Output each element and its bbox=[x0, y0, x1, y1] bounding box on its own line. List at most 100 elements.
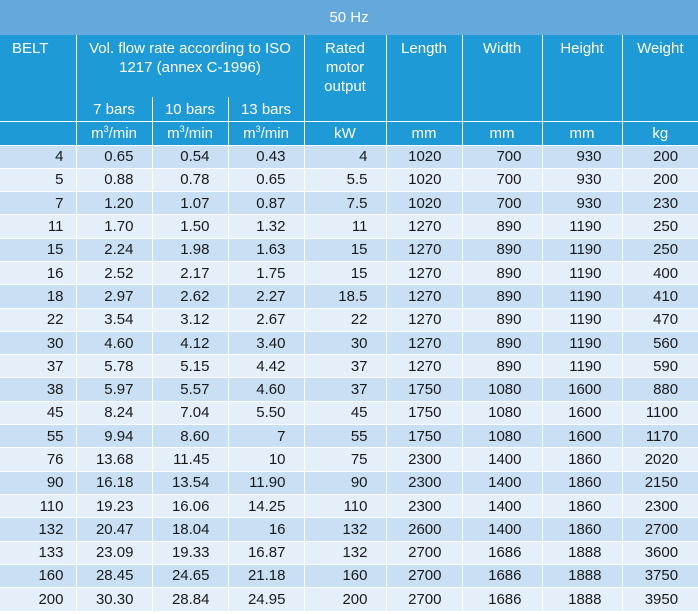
cell-height: 1190 bbox=[541, 354, 622, 378]
cell-flow-13: 1.63 bbox=[227, 237, 304, 262]
cell-height: 1600 bbox=[541, 424, 622, 448]
cell-length: 2300 bbox=[385, 447, 462, 472]
cell-belt: 18 bbox=[0, 284, 76, 309]
cell-rated-output: 4 bbox=[303, 144, 386, 169]
cell-width: 1686 bbox=[461, 587, 542, 611]
cell-height: 1888 bbox=[541, 587, 622, 611]
cell-flow-13: 4.42 bbox=[227, 354, 304, 378]
cell-rated-output: 5.5 bbox=[303, 167, 386, 192]
unit-flow-10: m3/min bbox=[151, 120, 228, 145]
cell-flow-7: 28.45 bbox=[75, 563, 152, 588]
cell-flow-7: 30.30 bbox=[75, 587, 152, 611]
cell-flow-7: 8.24 bbox=[75, 400, 152, 425]
table-row: 132 20.47 18.04 16 132 2600 1400 1860 2700 bbox=[0, 517, 698, 542]
cell-length: 1020 bbox=[385, 144, 462, 169]
cell-flow-13: 1.75 bbox=[227, 260, 304, 285]
cell-flow-10: 1.50 bbox=[151, 214, 228, 239]
cell-weight: 880 bbox=[621, 377, 698, 402]
cell-width: 890 bbox=[461, 237, 542, 262]
cell-flow-10: 2.62 bbox=[151, 284, 228, 309]
cell-length: 2700 bbox=[385, 587, 462, 611]
cell-weight: 250 bbox=[621, 237, 698, 262]
unit-belt bbox=[0, 120, 76, 145]
cell-width: 1400 bbox=[461, 517, 542, 542]
cell-flow-7: 2.97 bbox=[75, 284, 152, 309]
cell-rated-output: 18.5 bbox=[303, 284, 386, 309]
cell-flow-10: 28.84 bbox=[151, 587, 228, 611]
cell-rated-output: 7.5 bbox=[303, 191, 386, 215]
cell-width: 1686 bbox=[461, 540, 542, 565]
cell-width: 1080 bbox=[461, 424, 542, 448]
unit-power: kW bbox=[303, 120, 386, 145]
table-row: 16 2.52 2.17 1.75 15 1270 890 1190 400 bbox=[0, 260, 698, 285]
table-row: 90 16.18 13.54 11.90 90 2300 1400 1860 2150 bbox=[0, 470, 698, 495]
cell-height: 1860 bbox=[541, 447, 622, 472]
cell-belt: 11 bbox=[0, 214, 76, 239]
cell-flow-10: 16.06 bbox=[151, 493, 228, 518]
cell-width: 1400 bbox=[461, 447, 542, 472]
cell-length: 1270 bbox=[385, 307, 462, 332]
cell-flow-7: 9.94 bbox=[75, 424, 152, 448]
table-row: 11 1.70 1.50 1.32 11 1270 890 1190 250 bbox=[0, 214, 698, 239]
table-row: 76 13.68 11.45 10 75 2300 1400 1860 2020 bbox=[0, 447, 698, 472]
cell-flow-7: 23.09 bbox=[75, 540, 152, 565]
cell-weight: 230 bbox=[621, 191, 698, 215]
table-row: 7 1.20 1.07 0.87 7.5 1020 700 930 230 bbox=[0, 191, 698, 215]
unit-flow-13: m3/min bbox=[227, 120, 304, 145]
cell-height: 1860 bbox=[541, 470, 622, 495]
cell-flow-13: 16 bbox=[227, 517, 304, 542]
cell-rated-output: 75 bbox=[303, 447, 386, 472]
cell-belt: 45 bbox=[0, 400, 76, 425]
table-row: 45 8.24 7.04 5.50 45 1750 1080 1600 1100 bbox=[0, 400, 698, 425]
cell-belt: 76 bbox=[0, 447, 76, 472]
cell-weight: 200 bbox=[621, 167, 698, 192]
cell-rated-output: 37 bbox=[303, 354, 386, 378]
cell-height: 1190 bbox=[541, 307, 622, 332]
cell-weight: 3950 bbox=[621, 587, 698, 611]
cell-height: 930 bbox=[541, 191, 622, 215]
cell-flow-10: 19.33 bbox=[151, 540, 228, 565]
cell-flow-13: 10 bbox=[227, 447, 304, 472]
table-row: 200 30.30 28.84 24.95 200 2700 1686 1888 3950 bbox=[0, 587, 698, 611]
cell-width: 1400 bbox=[461, 470, 542, 495]
table-row: 22 3.54 3.12 2.67 22 1270 890 1190 470 bbox=[0, 307, 698, 332]
cell-width: 890 bbox=[461, 307, 542, 332]
unit-flow-7: m3/min bbox=[75, 120, 152, 145]
cell-width: 890 bbox=[461, 354, 542, 378]
cell-rated-output: 200 bbox=[303, 587, 386, 611]
cell-length: 2300 bbox=[385, 493, 462, 518]
cell-height: 1190 bbox=[541, 260, 622, 285]
cell-weight: 560 bbox=[621, 330, 698, 355]
cell-flow-13: 14.25 bbox=[227, 493, 304, 518]
cell-flow-10: 5.15 bbox=[151, 354, 228, 378]
cell-belt: 4 bbox=[0, 144, 76, 169]
cell-belt: 5 bbox=[0, 167, 76, 192]
cell-length: 1270 bbox=[385, 237, 462, 262]
cell-belt: 90 bbox=[0, 470, 76, 495]
cell-weight: 400 bbox=[621, 260, 698, 285]
cell-length: 1020 bbox=[385, 191, 462, 215]
table-row: 5 0.88 0.78 0.65 5.5 1020 700 930 200 bbox=[0, 167, 698, 192]
cell-flow-13: 16.87 bbox=[227, 540, 304, 565]
cell-length: 1270 bbox=[385, 284, 462, 309]
cell-width: 700 bbox=[461, 191, 542, 215]
cell-flow-7: 2.52 bbox=[75, 260, 152, 285]
cell-weight: 2020 bbox=[621, 447, 698, 472]
cell-weight: 590 bbox=[621, 354, 698, 378]
cell-flow-7: 13.68 bbox=[75, 447, 152, 472]
unit-width: mm bbox=[461, 120, 542, 145]
cell-belt: 200 bbox=[0, 587, 76, 611]
cell-rated-output: 30 bbox=[303, 330, 386, 355]
cell-belt: 55 bbox=[0, 424, 76, 448]
cell-flow-13: 5.50 bbox=[227, 400, 304, 425]
cell-flow-10: 3.12 bbox=[151, 307, 228, 332]
table-body: 4 0.65 0.54 0.43 4 1020 700 930 200 5 0.88 0.78 0.65… bbox=[0, 144, 698, 611]
cell-height: 1888 bbox=[541, 540, 622, 565]
cell-height: 1860 bbox=[541, 493, 622, 518]
cell-rated-output: 132 bbox=[303, 540, 386, 565]
cell-rated-output: 11 bbox=[303, 214, 386, 239]
cell-belt: 22 bbox=[0, 307, 76, 332]
cell-height: 1600 bbox=[541, 377, 622, 402]
cell-length: 1750 bbox=[385, 424, 462, 448]
cell-flow-13: 3.40 bbox=[227, 330, 304, 355]
